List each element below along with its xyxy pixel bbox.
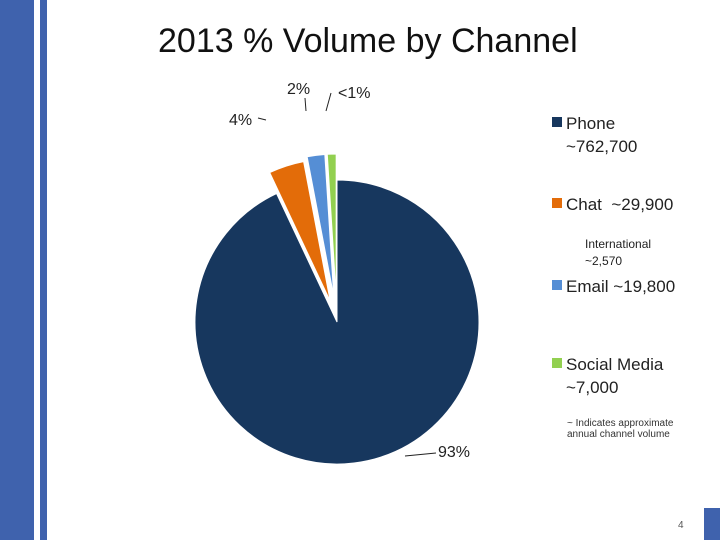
legend-name-chat: Chat xyxy=(566,195,602,214)
international-note: International ~2,570 xyxy=(585,236,651,270)
legend-volume-chat: ~29,900 xyxy=(611,195,674,214)
legend-volume-social-media: ~7,000 xyxy=(566,378,619,397)
legend-label-email: Email ~19,800 xyxy=(566,275,675,298)
pie-slice-chat xyxy=(269,161,331,302)
international-note-volume: ~2,570 xyxy=(585,254,623,268)
legend-volume-email: ~19,800 xyxy=(613,277,676,296)
legend-name-phone: Phone xyxy=(566,114,616,133)
pct-label-email: 2% xyxy=(287,81,310,98)
leader-lines xyxy=(257,92,437,457)
legend-name-email: Email xyxy=(566,277,609,296)
left-accent-line xyxy=(40,0,47,540)
page-corner-box xyxy=(704,508,720,540)
pie-slice-social-media xyxy=(326,153,337,297)
legend-swatch-email xyxy=(552,280,562,290)
pie-slice-phone xyxy=(194,179,480,465)
leader-line-1 xyxy=(257,117,267,121)
pie-slice-email xyxy=(306,153,335,297)
legend-item-email: Email ~19,800 xyxy=(552,275,675,298)
leader-line-3 xyxy=(325,92,332,112)
pie-slices xyxy=(194,153,480,465)
legend-label-phone: Phone ~762,700 xyxy=(566,112,637,158)
international-note-label: International xyxy=(585,237,652,251)
legend-label-social-media: Social Media ~7,000 xyxy=(566,353,663,399)
leader-line-0 xyxy=(404,452,437,457)
chart-title: 2013 % Volume by Channel xyxy=(158,22,578,60)
legend-swatch-chat xyxy=(552,198,562,208)
leader-line-2 xyxy=(304,97,307,112)
legend-label-chat: Chat ~29,900 xyxy=(566,193,673,216)
legend-swatch-social-media xyxy=(552,358,562,368)
page-number: 4 xyxy=(678,520,684,531)
pct-label-chat: 4% xyxy=(229,112,252,129)
pct-label-social-media: <1% xyxy=(338,85,370,102)
legend-name-social-media: Social Media xyxy=(566,355,664,374)
left-accent-bar xyxy=(0,0,34,540)
legend-swatch-phone xyxy=(552,117,562,127)
legend-item-chat: Chat ~29,900 xyxy=(552,193,673,216)
legend-volume-phone: ~762,700 xyxy=(566,137,638,156)
legend-item-phone: Phone ~762,700 xyxy=(552,112,637,158)
approximate-volume-footnote: ~ Indicates approximate annual channel v… xyxy=(567,418,674,440)
legend-item-social-media: Social Media ~7,000 xyxy=(552,353,663,399)
pct-label-phone: 93% xyxy=(438,444,470,461)
